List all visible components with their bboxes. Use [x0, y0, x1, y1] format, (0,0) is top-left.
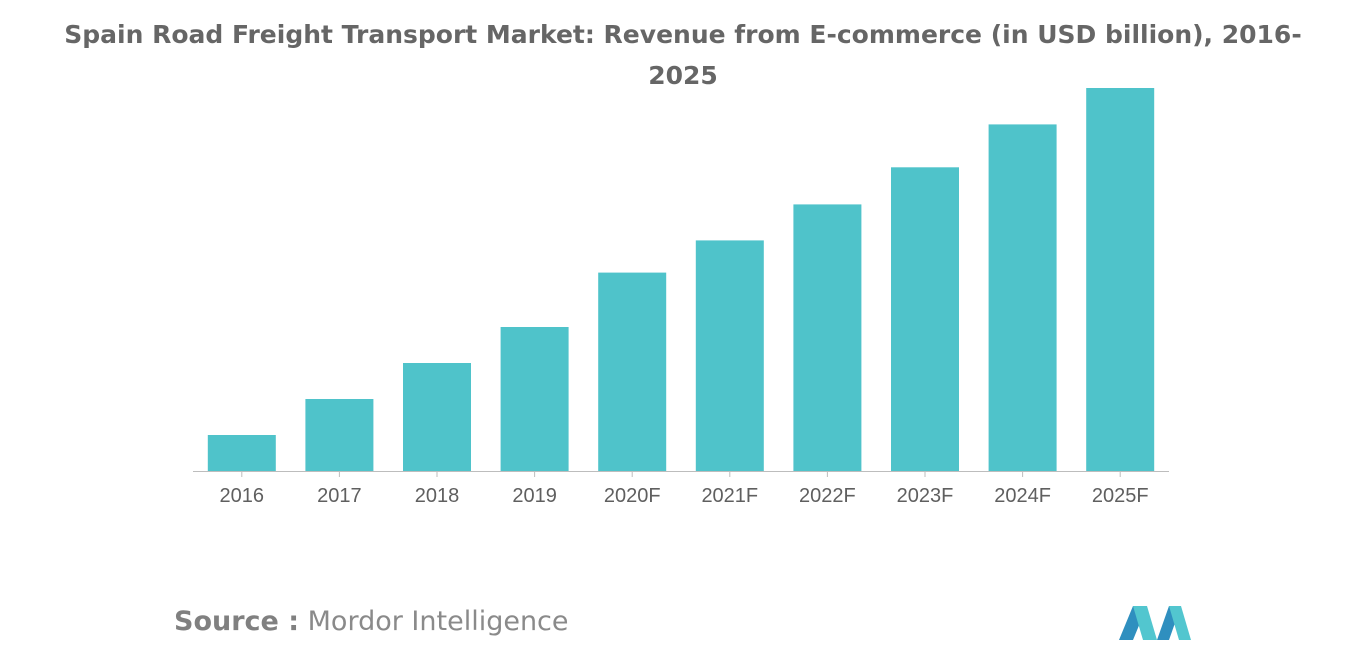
bar-2018: [403, 363, 471, 471]
bars-group: [207, 88, 1155, 472]
bar-2016: [207, 435, 276, 471]
mordor-intelligence-logo: [1119, 606, 1191, 640]
chart-title: Spain Road Freight Transport Market: Rev…: [0, 14, 1366, 96]
bar-2024F: [988, 124, 1057, 472]
bar-chart: 2016 2017 2018 2019 2020F 2021F 2022F 2023F 2024…: [193, 88, 1169, 507]
bar-2022F: [793, 204, 862, 471]
source-value: Mordor Intelligence: [307, 606, 569, 637]
x-tick-label-2016: 2016: [220, 485, 265, 507]
x-tick-label-2024F: 2024F: [994, 485, 1051, 507]
x-tick-label-2023F: 2023F: [897, 485, 954, 507]
x-tick-label-2020F: 2020F: [604, 485, 661, 507]
source-line: Source : Mordor Intelligence: [174, 606, 569, 637]
x-tick-label-2022F: 2022F: [799, 485, 856, 507]
bar-2023F: [891, 167, 959, 472]
bar-2017: [305, 399, 374, 471]
x-tick-label-2017: 2017: [317, 485, 362, 507]
bar-2021F: [695, 240, 764, 471]
x-ticks-group: [241, 471, 1121, 477]
chart-title-line-1: Spain Road Freight Transport Market: Rev…: [64, 20, 1302, 49]
source-label: Source :: [174, 606, 300, 637]
x-tick-label-2018: 2018: [415, 485, 460, 507]
x-tick-label-2021F: 2021F: [701, 485, 758, 507]
x-tick-label-2019: 2019: [512, 485, 557, 507]
bar-2025F: [1086, 88, 1155, 471]
bar-2020F: [598, 272, 667, 471]
x-tick-label-2025F: 2025F: [1092, 485, 1149, 507]
chart-title-line-2: 2025: [648, 61, 718, 90]
bar-2019: [500, 327, 569, 471]
x-tick-labels-group: 2016 2017 2018 2019 2020F 2021F 2022F 2023F 2024…: [220, 485, 1149, 507]
